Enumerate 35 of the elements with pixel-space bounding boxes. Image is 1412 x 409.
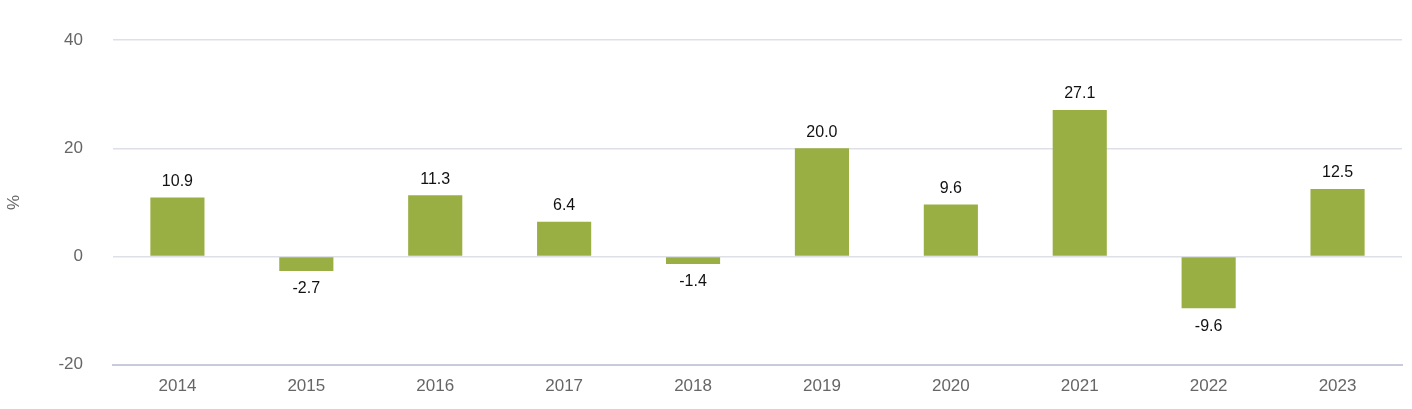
x-tick-label: 2022 — [1189, 376, 1228, 396]
data-label: -1.4 — [679, 272, 707, 290]
x-tick-label: 2017 — [545, 376, 584, 396]
x-tick-label: 2014 — [158, 376, 197, 396]
bar — [923, 204, 978, 256]
data-label: -2.7 — [292, 279, 321, 297]
x-tick-label: 2019 — [803, 376, 841, 396]
bar — [1310, 188, 1365, 256]
y-tick-label: -20 — [58, 354, 83, 374]
bar — [1052, 109, 1107, 256]
data-label: 12.5 — [1321, 163, 1354, 181]
data-label: 11.3 — [420, 169, 451, 187]
data-label: 10.9 — [161, 171, 194, 189]
bar — [408, 195, 463, 256]
bar — [150, 197, 205, 256]
data-label: 27.1 — [1064, 84, 1096, 102]
y-tick-label: 40 — [64, 29, 83, 49]
x-tick-label: 2021 — [1060, 376, 1099, 396]
bar — [537, 221, 592, 256]
y-tick-label: 20 — [64, 138, 83, 158]
bar — [279, 257, 334, 272]
x-tick-label: 2023 — [1318, 376, 1357, 396]
x-tick-label: 2018 — [674, 376, 712, 396]
data-label: 20.0 — [806, 122, 838, 140]
data-label: 6.4 — [553, 196, 576, 214]
bar — [1181, 257, 1236, 309]
data-label: 9.6 — [939, 178, 963, 196]
y-tick-label: 0 — [73, 246, 83, 266]
bar — [665, 257, 721, 265]
bar — [794, 148, 850, 256]
x-tick-label: 2020 — [931, 376, 970, 396]
data-label: -9.6 — [1194, 316, 1223, 334]
x-tick-label: 2016 — [416, 376, 455, 396]
x-tick-label: 2015 — [287, 376, 326, 396]
y-axis-title: % — [3, 194, 23, 210]
